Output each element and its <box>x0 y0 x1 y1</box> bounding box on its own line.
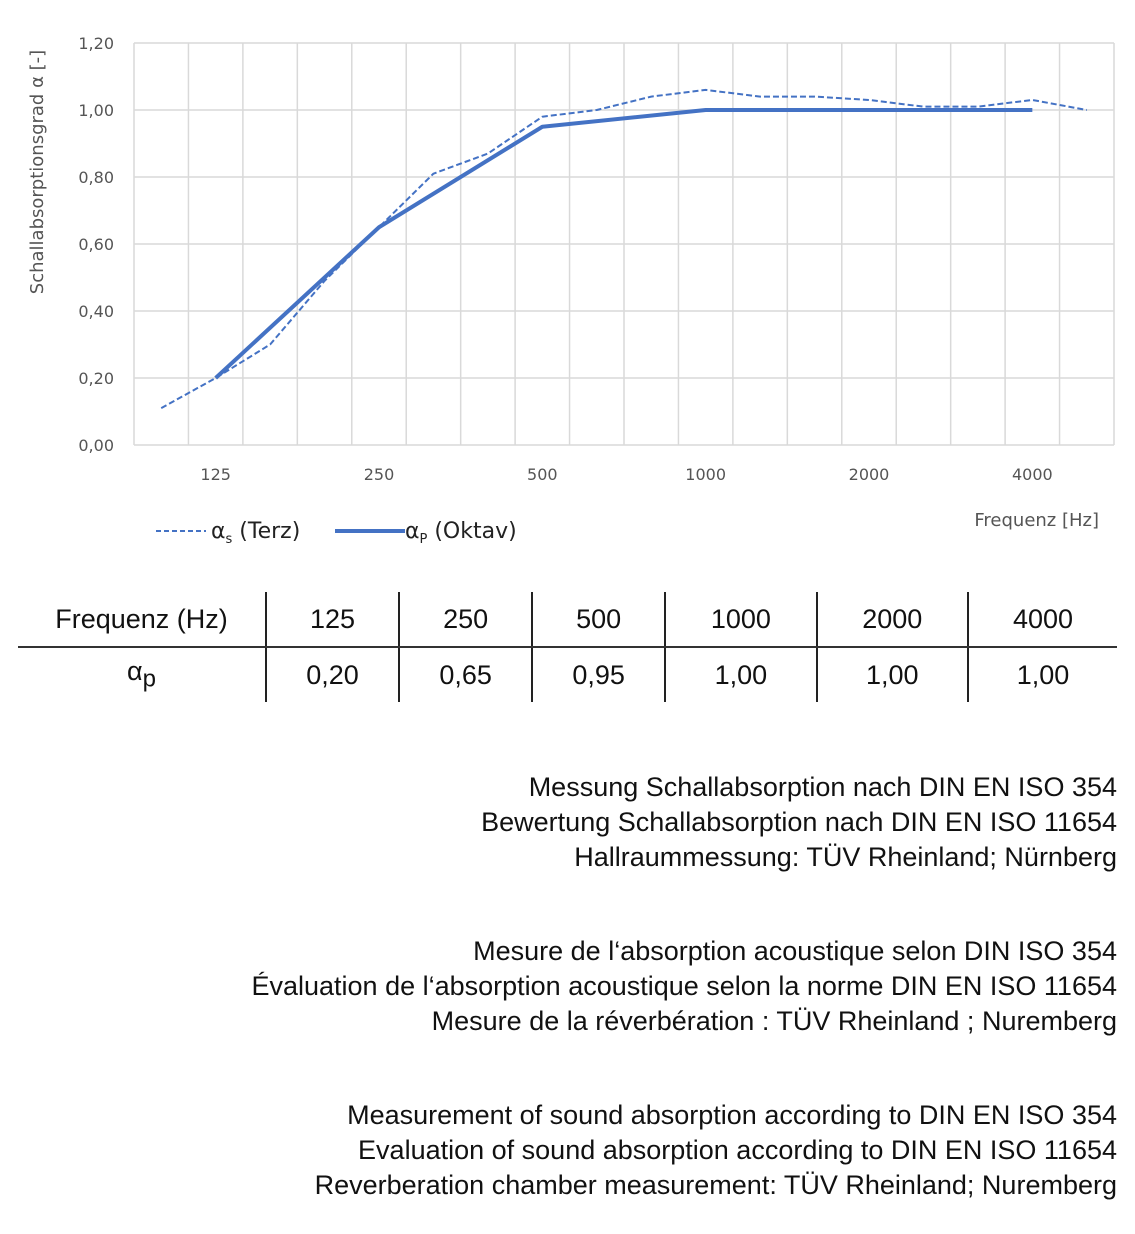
y-tick-label: 0,20 <box>78 369 114 388</box>
y-tick-labels: 0,00 0,20 0,40 0,60 0,80 1,00 1,20 <box>78 34 114 455</box>
absorption-chart: 0,00 0,20 0,40 0,60 0,80 1,00 1,20 125 250 500 10… <box>27 34 1115 547</box>
note-line: Bewertung Schallabsorption nach DIN EN I… <box>481 807 1117 837</box>
value-cell: 1,00 <box>815 647 968 702</box>
freq-cell: 125 <box>264 592 400 648</box>
note-line: Hallraummessung: TÜV Rheinland; Nürnberg <box>574 842 1117 872</box>
value-cell: 0,65 <box>398 647 533 702</box>
notes-french: Mesure de l‘absorption acoustique selon … <box>251 934 1117 1039</box>
header-label: Frequenz (Hz) <box>18 592 266 648</box>
y-tick-label: 0,00 <box>78 436 114 455</box>
y-tick-label: 0,60 <box>78 235 114 254</box>
y-axis-label: Schallabsorptionsgrad α [-] <box>27 50 48 294</box>
series-oktav-line <box>214 108 1033 380</box>
table-header-row: Frequenz (Hz) 125 250 500 1000 2000 4000 <box>18 592 1117 648</box>
value-cell: 1,00 <box>664 647 817 702</box>
x-tick-label: 1000 <box>685 465 726 484</box>
legend-label-terz: αs (Terz) <box>211 519 300 547</box>
legend: αs (Terz) αP (Oktav) <box>156 519 517 547</box>
value-cell: 0,20 <box>264 647 400 702</box>
note-line: Measurement of sound absorption accordin… <box>347 1100 1117 1130</box>
y-tick-label: 0,80 <box>78 168 114 187</box>
note-line: Mesure de la réverbération : TÜV Rheinla… <box>431 1006 1117 1036</box>
freq-cell: 4000 <box>966 592 1117 648</box>
notes-english: Measurement of sound absorption accordin… <box>315 1098 1117 1203</box>
x-tick-label: 125 <box>200 465 231 484</box>
x-axis-label: Frequenz [Hz] <box>974 510 1099 531</box>
y-tick-label: 1,20 <box>78 34 114 53</box>
freq-cell: 1000 <box>664 592 817 648</box>
x-tick-label: 4000 <box>1012 465 1053 484</box>
note-line: Évaluation de l‘absorption acoustique se… <box>251 971 1117 1001</box>
series-lines <box>160 88 1087 410</box>
legend-label-oktav: αP (Oktav) <box>405 519 517 547</box>
note-line: Mesure de l‘absorption acoustique selon … <box>473 936 1117 966</box>
freq-cell: 250 <box>398 592 533 648</box>
x-tick-label: 500 <box>527 465 558 484</box>
y-tick-label: 0,40 <box>78 302 114 321</box>
notes-german: Messung Schallabsorption nach DIN EN ISO… <box>481 770 1117 875</box>
row-label: αp <box>127 656 156 693</box>
table-row: αp 0,20 0,65 0,95 1,00 1,00 1,00 <box>18 647 1117 702</box>
value-cell: 0,95 <box>531 647 666 702</box>
series-terz-line <box>160 88 1087 410</box>
note-line: Messung Schallabsorption nach DIN EN ISO… <box>528 772 1117 802</box>
note-line: Reverberation chamber measurement: TÜV R… <box>314 1170 1117 1200</box>
freq-cell: 500 <box>531 592 666 648</box>
freq-cell: 2000 <box>815 592 968 648</box>
absorption-table: Frequenz (Hz) 125 250 500 1000 2000 4000… <box>18 592 1117 702</box>
x-tick-labels: 125 250 500 1000 2000 4000 <box>200 465 1052 484</box>
y-tick-label: 1,00 <box>78 101 114 120</box>
note-line: Evaluation of sound absorption according… <box>358 1135 1117 1165</box>
x-tick-label: 250 <box>364 465 395 484</box>
value-cell: 1,00 <box>966 647 1117 702</box>
x-tick-label: 2000 <box>849 465 890 484</box>
